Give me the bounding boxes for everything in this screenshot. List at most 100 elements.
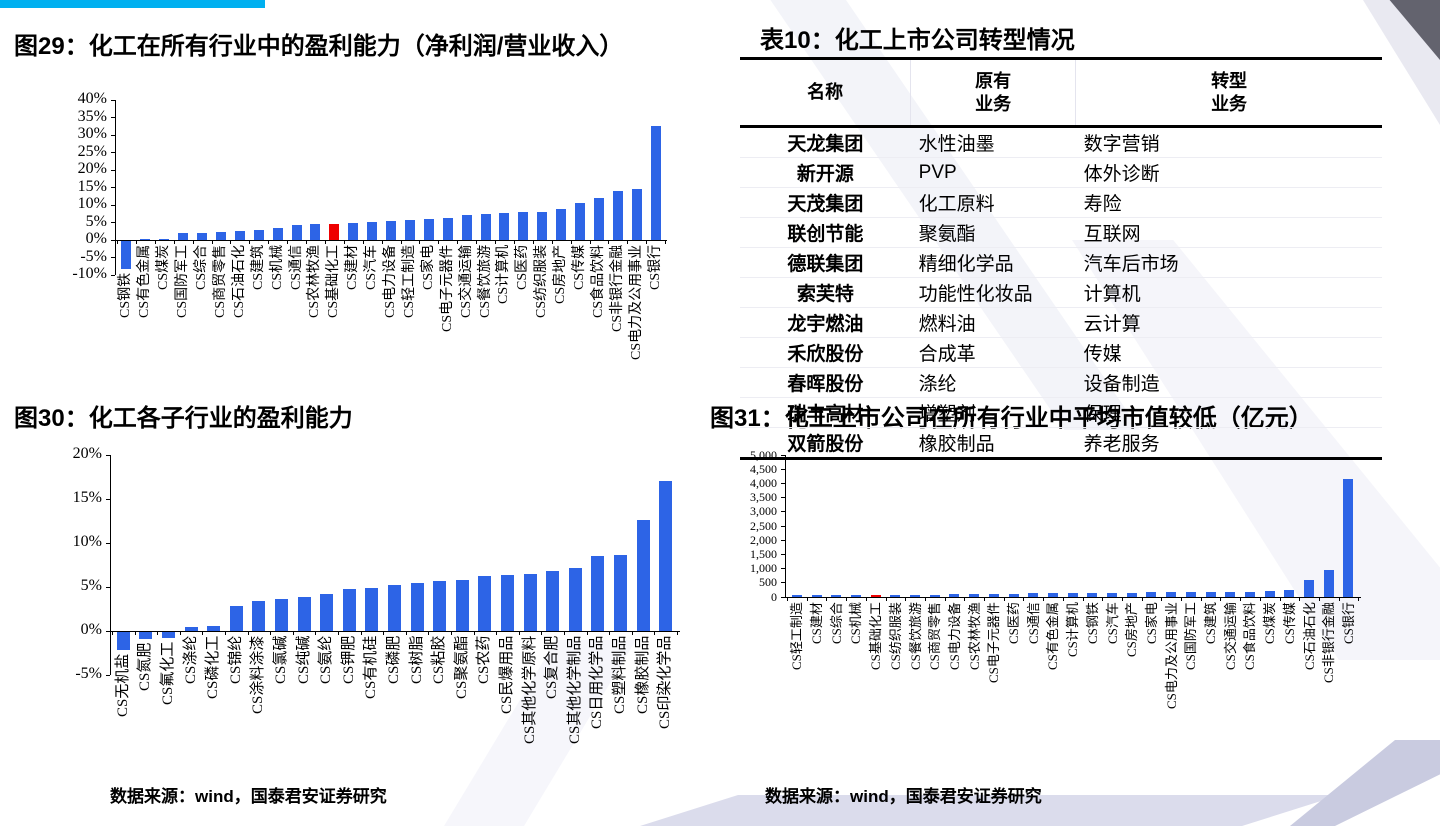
y-tick [781, 482, 785, 484]
category-label: CS有色金属 [137, 244, 153, 318]
bar [659, 481, 673, 631]
figure30-source: 数据来源：wind，国泰君安证券研究 [110, 787, 387, 806]
x-tick [1358, 597, 1360, 601]
bar [178, 233, 189, 240]
x-tick [1043, 597, 1045, 601]
category-label: CS餐饮旅游 [477, 244, 493, 318]
category-label: CS房地产 [553, 244, 569, 304]
x-axis-line [785, 596, 1361, 598]
bar [404, 219, 415, 240]
category-label: CS有色金属 [1045, 602, 1061, 670]
col-header-new-business: 转型 业务 [1075, 58, 1382, 128]
x-tick [1259, 597, 1261, 601]
x-tick [249, 240, 251, 244]
x-tick [551, 240, 553, 244]
x-tick [846, 597, 848, 601]
bar [423, 219, 434, 240]
category-label: CS钢铁 [1084, 602, 1100, 644]
category-label: CS综合 [194, 244, 210, 290]
original-business: 聚氨酯 [910, 217, 1076, 248]
bar [139, 632, 153, 640]
category-label: CS家电 [1143, 602, 1159, 644]
x-tick [230, 240, 232, 244]
category-label: CS复合肥 [544, 635, 561, 699]
x-tick [1240, 597, 1242, 601]
bar [461, 214, 472, 240]
company-name: 索芙特 [740, 277, 911, 308]
table-row: 春晖股份 涤纶 设备制造 [740, 367, 1382, 398]
y-tick-label: 2,500 [750, 518, 777, 533]
category-label: CS非银行金融 [609, 244, 625, 332]
x-tick [419, 240, 421, 244]
category-label: CS基础化工 [326, 244, 342, 318]
category-label: CS传媒 [1281, 602, 1297, 644]
category-label: CS国防军工 [1183, 602, 1199, 670]
category-label: CS建材 [345, 244, 361, 290]
x-tick [438, 240, 440, 244]
y-tick-label: 20% [77, 160, 107, 178]
category-label: CS建筑 [1203, 602, 1219, 644]
category-label: CS纯碱 [295, 635, 312, 684]
category-label: CS石油石化 [1301, 602, 1317, 670]
x-tick [905, 597, 907, 601]
original-business: PVP [910, 157, 1076, 188]
y-tick [781, 539, 785, 541]
new-business: 寿险 [1075, 187, 1382, 218]
bar [501, 574, 514, 631]
x-tick [1200, 597, 1202, 601]
bar [593, 197, 604, 240]
x-tick [865, 597, 867, 601]
original-business: 增塑剂 [910, 397, 1076, 428]
x-tick [476, 240, 478, 244]
category-label: CS综合 [828, 602, 844, 644]
y-tick [781, 454, 785, 456]
y-tick-label: 3,000 [750, 504, 777, 519]
x-tick [1279, 597, 1281, 601]
category-label: CS氯碱 [273, 635, 289, 684]
bar [197, 232, 208, 240]
x-tick [1299, 597, 1301, 601]
bar [1107, 592, 1118, 597]
company-name: 天茂集团 [740, 187, 911, 218]
figure29-title: 图29：化工在所有行业中的盈利能力（净利润/营业收入） [14, 33, 624, 60]
bar [1008, 593, 1019, 597]
y-tick-label: 30% [77, 125, 107, 143]
category-label: CS无机盐 [114, 653, 131, 717]
x-tick [513, 240, 515, 244]
x-tick [360, 631, 362, 635]
bar [348, 222, 359, 240]
y-tick [781, 596, 785, 598]
bar [1304, 579, 1315, 597]
x-tick [287, 240, 289, 244]
company-name: 德联集团 [740, 247, 911, 278]
bar [1166, 592, 1177, 597]
bar [297, 596, 311, 631]
category-label: CS汽车 [1104, 602, 1120, 644]
category-label: CS轻工制造 [401, 244, 417, 318]
y-tick [111, 169, 115, 171]
x-tick [179, 631, 181, 635]
category-label: CS氨纶 [318, 635, 335, 684]
x-axis-line [110, 630, 680, 632]
y-tick-label: 35% [77, 107, 107, 125]
x-tick [400, 240, 402, 244]
category-label: CS其他化学制品 [566, 635, 583, 744]
category-label: CS计算机 [1065, 602, 1081, 657]
bar [988, 594, 999, 597]
company-name: 新开源 [740, 157, 911, 188]
bar [478, 576, 492, 631]
bar [1126, 592, 1137, 597]
x-tick [924, 597, 926, 601]
x-tick [1023, 597, 1025, 601]
x-tick [627, 240, 629, 244]
original-business: 涤纶 [910, 367, 1076, 398]
new-business: 数字营销 [1075, 126, 1382, 158]
bar [612, 191, 623, 240]
y-tick [106, 586, 110, 588]
original-business: 化工原料 [910, 187, 1076, 218]
category-label: CS基础化工 [868, 602, 884, 670]
x-tick [496, 631, 498, 635]
x-tick [173, 240, 175, 244]
x-tick [315, 631, 317, 635]
x-tick [292, 631, 294, 635]
